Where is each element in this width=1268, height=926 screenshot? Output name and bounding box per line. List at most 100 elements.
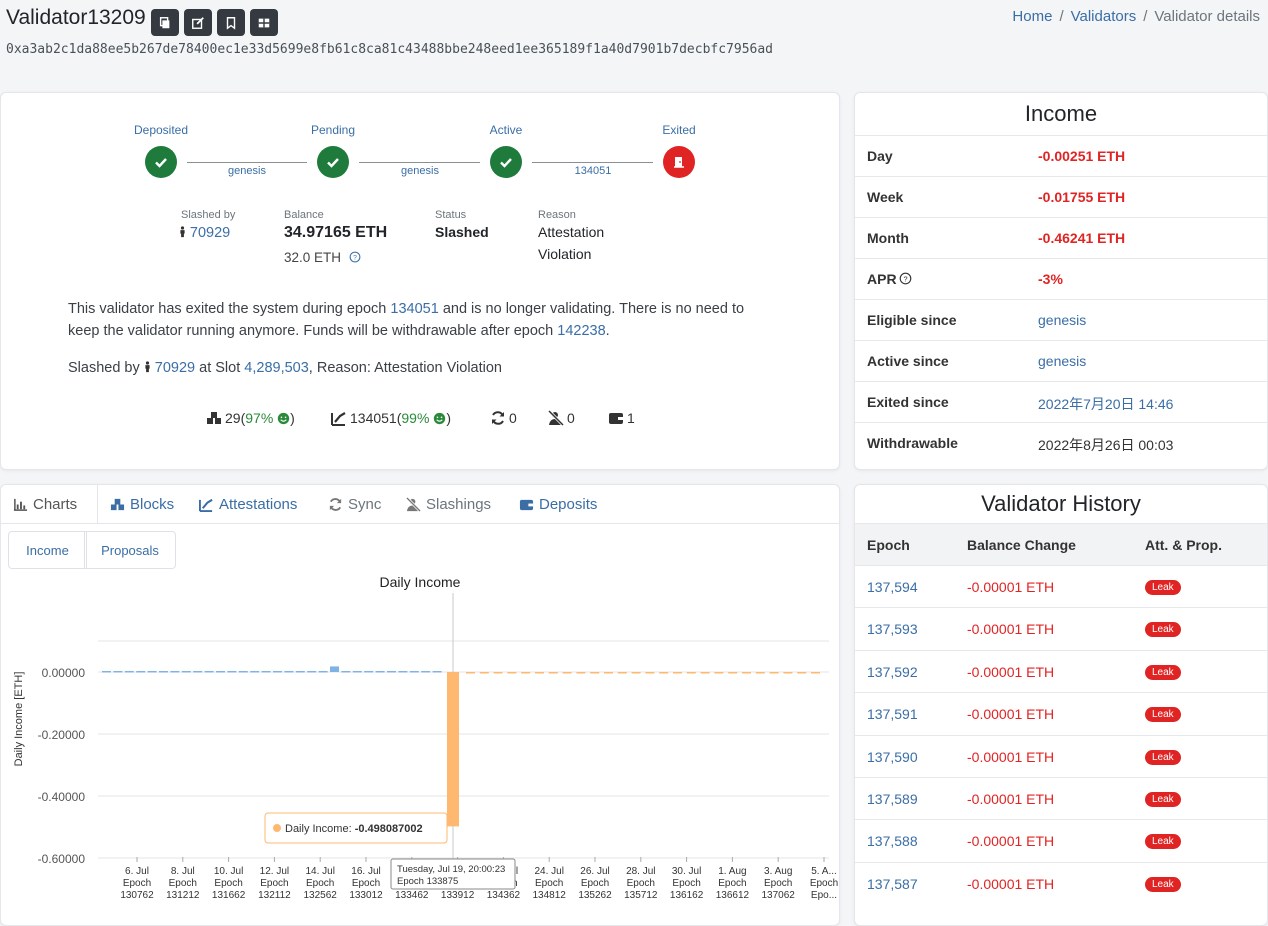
- epoch-link[interactable]: 137,590: [867, 748, 918, 765]
- income-bar: [113, 671, 123, 673]
- income-bar: [479, 672, 489, 674]
- epoch-link[interactable]: 137,594: [867, 579, 918, 595]
- table-view-button[interactable]: [250, 9, 278, 36]
- income-bar: [432, 671, 442, 673]
- tab-attestations[interactable]: Attestations: [199, 485, 297, 523]
- y-tick-label: -0.40000: [38, 790, 86, 804]
- epoch-link[interactable]: 137,587: [867, 875, 918, 892]
- attestation-icon: [199, 498, 213, 512]
- tab-sync[interactable]: Sync: [328, 485, 381, 523]
- tab-slashings[interactable]: Slashings: [406, 485, 491, 523]
- help-icon[interactable]: ?: [899, 272, 912, 285]
- chart-icon: [13, 498, 28, 511]
- income-bar: [352, 671, 362, 673]
- income-bar: [714, 672, 724, 674]
- balance-change: -0.00001 ETH: [967, 621, 1055, 638]
- withdraw-epoch-link[interactable]: 142238: [557, 323, 606, 339]
- x-tick-date: 3. Aug: [764, 866, 792, 877]
- slasher-link[interactable]: 70929: [189, 225, 231, 241]
- tab-deposits[interactable]: Deposits: [519, 485, 597, 523]
- col-att-prop: Att. & Prop.: [1145, 537, 1222, 553]
- exit-epoch-link[interactable]: 134051: [390, 301, 439, 317]
- slashed-by-value: 70929: [179, 224, 230, 241]
- x-tick-epoch: 131212: [166, 890, 200, 901]
- income-row-value[interactable]: genesis: [1038, 312, 1087, 328]
- income-row-value[interactable]: 2022年7月20日 14:46: [1038, 396, 1174, 412]
- income-row: Withdrawable 2022年8月26日 00:03: [855, 422, 1267, 464]
- x-tick-epoch: 133462: [395, 890, 429, 901]
- epoch-link[interactable]: 137,591: [867, 706, 918, 723]
- help-icon[interactable]: ?: [349, 251, 361, 263]
- exit-message: This validator has exited the system dur…: [68, 301, 745, 339]
- daily-income-chart: Daily Income 0.00000 -0.20000 -0.40000 -0.60…: [13, 574, 838, 901]
- income-bar: [409, 671, 419, 673]
- connector-label[interactable]: genesis: [401, 165, 439, 177]
- y-axis-label: Daily Income [ETH]: [13, 672, 25, 767]
- x-tick-date: 16. Jul: [351, 866, 380, 877]
- leak-badge: Leak: [1145, 664, 1181, 680]
- tooltip-series-label: Daily Income:: [285, 823, 355, 835]
- x-tick-date: 14. Jul: [305, 866, 334, 877]
- check-icon: [327, 158, 339, 168]
- income-row: Day -0.00251 ETH: [855, 135, 1267, 177]
- stage-active-check: [490, 146, 522, 178]
- income-bar: [295, 671, 305, 673]
- history-title: Validator History: [981, 491, 1141, 516]
- income-bar: [193, 671, 203, 673]
- x-tick-epoch-label: Epoch: [169, 878, 197, 889]
- copy-button[interactable]: [151, 9, 179, 36]
- income-row: Exited since 2022年7月20日 14:46: [855, 381, 1267, 423]
- slasher-link[interactable]: 70929: [154, 360, 196, 376]
- income-bar: [548, 672, 558, 674]
- leak-badge: Leak: [1145, 876, 1181, 892]
- income-title: Income: [1024, 101, 1098, 126]
- income-bar: [535, 672, 544, 674]
- income-bar: [686, 672, 696, 674]
- subtab-income[interactable]: Income: [8, 531, 87, 569]
- y-tick-label: -0.20000: [38, 728, 86, 742]
- epoch-link[interactable]: 137,593: [867, 621, 918, 638]
- edit-button[interactable]: [184, 9, 212, 36]
- income-row-label: Withdrawable: [867, 435, 958, 451]
- income-bar: [387, 671, 396, 673]
- breadcrumb-validators[interactable]: Validators: [1070, 8, 1137, 25]
- x-tick-epoch-label: Epoch: [764, 878, 792, 889]
- income-card: Income Day -0.00251 ETH Week -0.01755 ETH Mo…: [854, 92, 1268, 470]
- copy-icon: [159, 16, 170, 28]
- balance-change: -0.00001 ETH: [967, 791, 1055, 807]
- epoch-link[interactable]: 137,592: [867, 663, 918, 680]
- x-tick-epoch: 136162: [670, 890, 704, 901]
- connector-line: [532, 162, 653, 163]
- epoch-link[interactable]: 137,589: [867, 791, 918, 807]
- slot-link[interactable]: 4,289,503: [244, 360, 309, 376]
- income-row-label: Month: [867, 230, 909, 246]
- sync-icon: [492, 411, 504, 425]
- x-tick-date: 10. Jul: [214, 866, 243, 877]
- tab-charts[interactable]: Charts: [13, 485, 77, 523]
- epoch-link[interactable]: 137,588: [867, 833, 918, 850]
- breadcrumb-home[interactable]: Home: [1012, 8, 1053, 25]
- connector-label[interactable]: genesis: [228, 165, 266, 177]
- income-bar: [604, 672, 613, 674]
- blocks-stat: 29(97% ): [206, 410, 295, 426]
- bookmark-button[interactable]: [217, 9, 245, 36]
- x-tick-date: 28. Jul: [626, 866, 655, 877]
- connector-label[interactable]: 134051: [574, 165, 612, 177]
- income-bar: [227, 671, 237, 673]
- subtab-proposals[interactable]: Proposals: [84, 531, 176, 569]
- validator-history-card: Validator History Epoch Balance Change A…: [854, 484, 1268, 926]
- x-tick-epoch: 137062: [762, 890, 796, 901]
- x-tick-date: 30. Jul: [672, 866, 701, 877]
- x-tick-epoch: 134812: [533, 890, 567, 901]
- door-exit-icon: [674, 157, 684, 168]
- tooltip-marker: [273, 824, 281, 832]
- income-row-value: -0.46241 ETH: [1038, 230, 1126, 246]
- sync-stat: 0: [490, 410, 517, 426]
- tab-bar: Charts Blocks Attestations Sync Slashing…: [1, 485, 839, 524]
- chart-title: Daily Income: [380, 574, 461, 590]
- income-row-label: Eligible since: [867, 312, 957, 328]
- income-row-value[interactable]: genesis: [1038, 353, 1087, 369]
- table-icon: [258, 18, 270, 27]
- tab-blocks[interactable]: Blocks: [110, 485, 174, 523]
- smile-icon: [277, 412, 290, 424]
